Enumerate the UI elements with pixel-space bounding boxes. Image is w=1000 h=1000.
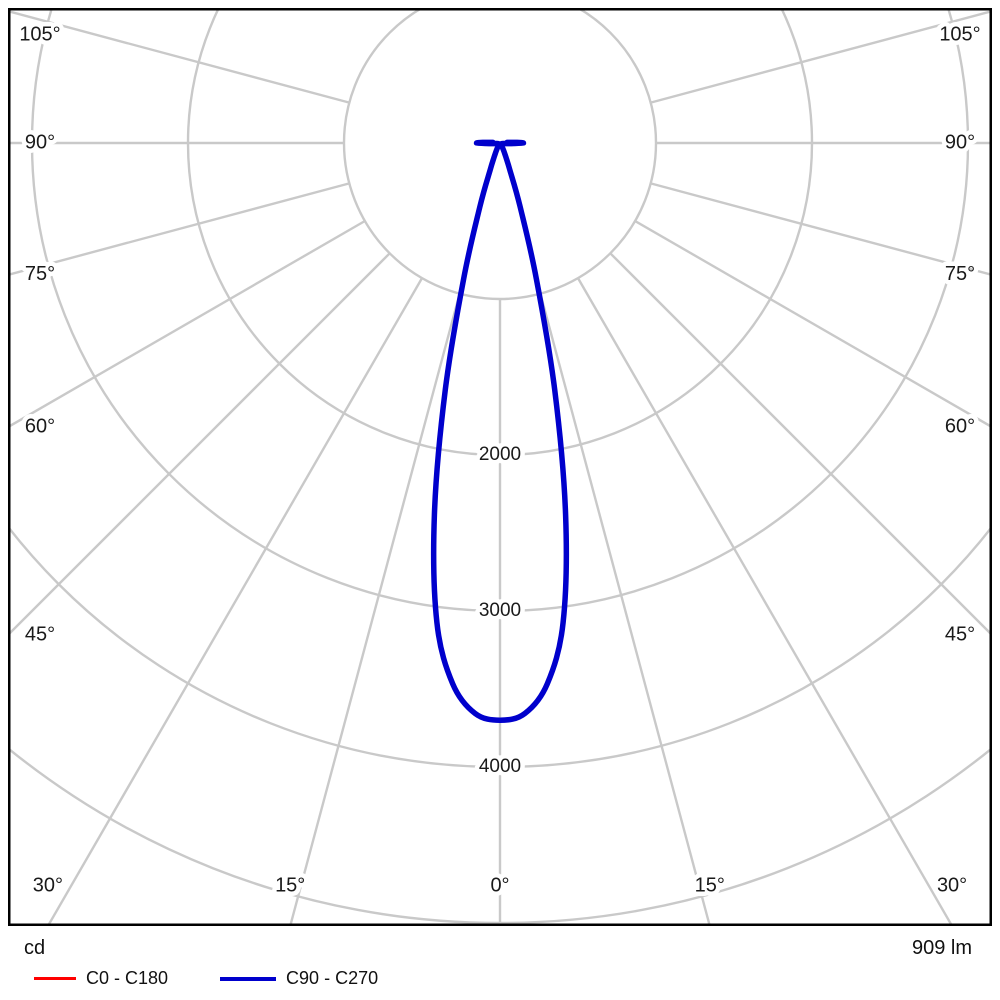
angle-label: 15° [275, 874, 305, 896]
angle-label: 30° [33, 874, 63, 896]
grid-radial-line [46, 277, 424, 926]
grid-radial-line [539, 293, 712, 926]
angle-label: 75° [25, 263, 55, 285]
unit-label: cd [24, 937, 46, 959]
legend-line-blue [220, 976, 277, 981]
legend-line-red [34, 977, 76, 980]
grid-radial-line [634, 219, 992, 429]
angle-label: 105° [939, 23, 980, 45]
grid-radial-line [650, 9, 992, 104]
curves-layer [430, 139, 570, 723]
grid-radial-line [8, 252, 391, 637]
legend: C0 - C180 C90 - C270 [0, 960, 1000, 989]
radius-label: 3000 [479, 600, 521, 621]
grid-radial-line [8, 182, 350, 277]
angle-label: 45° [25, 623, 55, 645]
labels-layer: 0° 15° 15° 30° 30° 45° 45° 60° 60° 75° 75° 90° 90° 10… [15, 19, 985, 901]
angle-label: 60° [945, 415, 975, 437]
radius-label: 2000 [479, 444, 521, 465]
angle-label: 45° [945, 623, 975, 645]
angle-label: 60° [25, 415, 55, 437]
legend-item-c0-c180: C0 - C180 [34, 968, 168, 989]
legend-label-c0-c180: C0 - C180 [86, 968, 169, 988]
angle-label: 90° [25, 131, 55, 153]
grid-radial-line [576, 277, 954, 926]
grid-radial-line [8, 9, 350, 104]
luminous-flux-label: 909 lm [911, 937, 972, 959]
legend-label-c90-c270: C90 - C270 [286, 968, 379, 988]
angle-label: 90° [945, 131, 975, 153]
grid-radial-line [8, 219, 366, 429]
chart-frame [8, 8, 992, 926]
angle-label: 105° [19, 23, 60, 45]
intensity-curve-c90-c270 [430, 139, 570, 723]
grid-circle [342, 8, 658, 301]
angle-label: 0° [490, 874, 509, 896]
grid-radial-line [288, 293, 461, 926]
units-row: cd 909 lm [0, 931, 1000, 960]
grid-radial-line [609, 252, 992, 637]
chart-footer: cd 909 lm C0 - C180 C90 - C270 [0, 931, 1000, 989]
legend-item-c90-c270: C90 - C270 [220, 968, 378, 989]
angle-label: 15° [695, 874, 725, 896]
polar-grid [8, 8, 992, 926]
grid-radial-line [650, 182, 992, 277]
angle-label: 30° [937, 874, 967, 896]
radius-label: 4000 [479, 756, 521, 777]
angle-label: 75° [945, 263, 975, 285]
polar-chart-canvas: 0° 15° 15° 30° 30° 45° 45° 60° 60° 75° 75° 90° 90° 10… [8, 8, 992, 926]
